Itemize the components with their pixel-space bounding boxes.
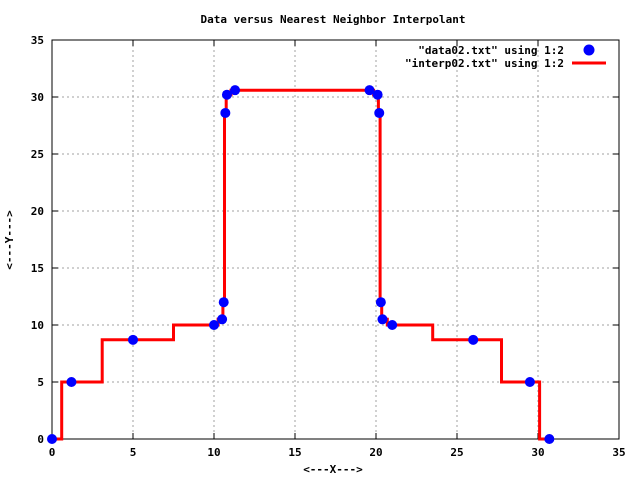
x-tick-label: 5 [130,446,137,459]
y-tick-label: 0 [37,433,44,446]
x-axis-label: <---X---> [303,463,363,476]
tick-labels: 0 5 10 15 20 25 30 35 0 5 10 15 20 25 30 35 [31,34,626,459]
y-axis-label: <---Y---> [3,210,16,270]
data-point [230,85,241,96]
y-tick-label: 15 [31,262,44,275]
data-point [375,297,386,308]
axes [51,39,620,440]
data-point [468,334,479,345]
data-point [372,89,383,100]
x-tick-label: 25 [450,446,463,459]
data-point [364,85,375,96]
x-tick-label: 30 [531,446,544,459]
legend: "data02.txt" using 1:2 "interp02.txt" us… [405,44,606,70]
data-point [524,377,535,387]
x-tick-label: 35 [612,446,625,459]
data-point [377,314,388,325]
data-point [218,297,229,308]
y-tick-label: 5 [37,376,44,389]
legend-marker-data [583,44,595,56]
data-point [209,320,219,330]
x-tick-label: 15 [288,446,301,459]
y-tick-label: 35 [31,34,44,47]
y-tick-label: 30 [31,91,44,104]
x-tick-label: 20 [369,446,382,459]
data-point [221,89,232,100]
chart-title: Data versus Nearest Neighbor Interpolant [201,13,466,26]
legend-label-data: "data02.txt" using 1:2 [418,44,564,57]
data-point [66,377,77,387]
data-point [544,434,555,444]
x-tick-label: 0 [49,446,56,459]
series [47,85,555,444]
x-tick-label: 10 [207,446,220,459]
y-tick-label: 20 [31,205,44,218]
data-point [220,107,231,118]
y-tick-label: 10 [31,319,44,332]
data-point [387,320,398,330]
data-point [128,334,138,345]
series-line-interp [52,88,550,441]
y-tick-label: 25 [31,148,44,161]
legend-label-interp: "interp02.txt" using 1:2 [405,57,564,70]
data-point [217,314,228,325]
data-point [374,107,385,118]
plot-frame [51,39,620,440]
data-point [47,434,57,444]
grid [52,40,619,439]
